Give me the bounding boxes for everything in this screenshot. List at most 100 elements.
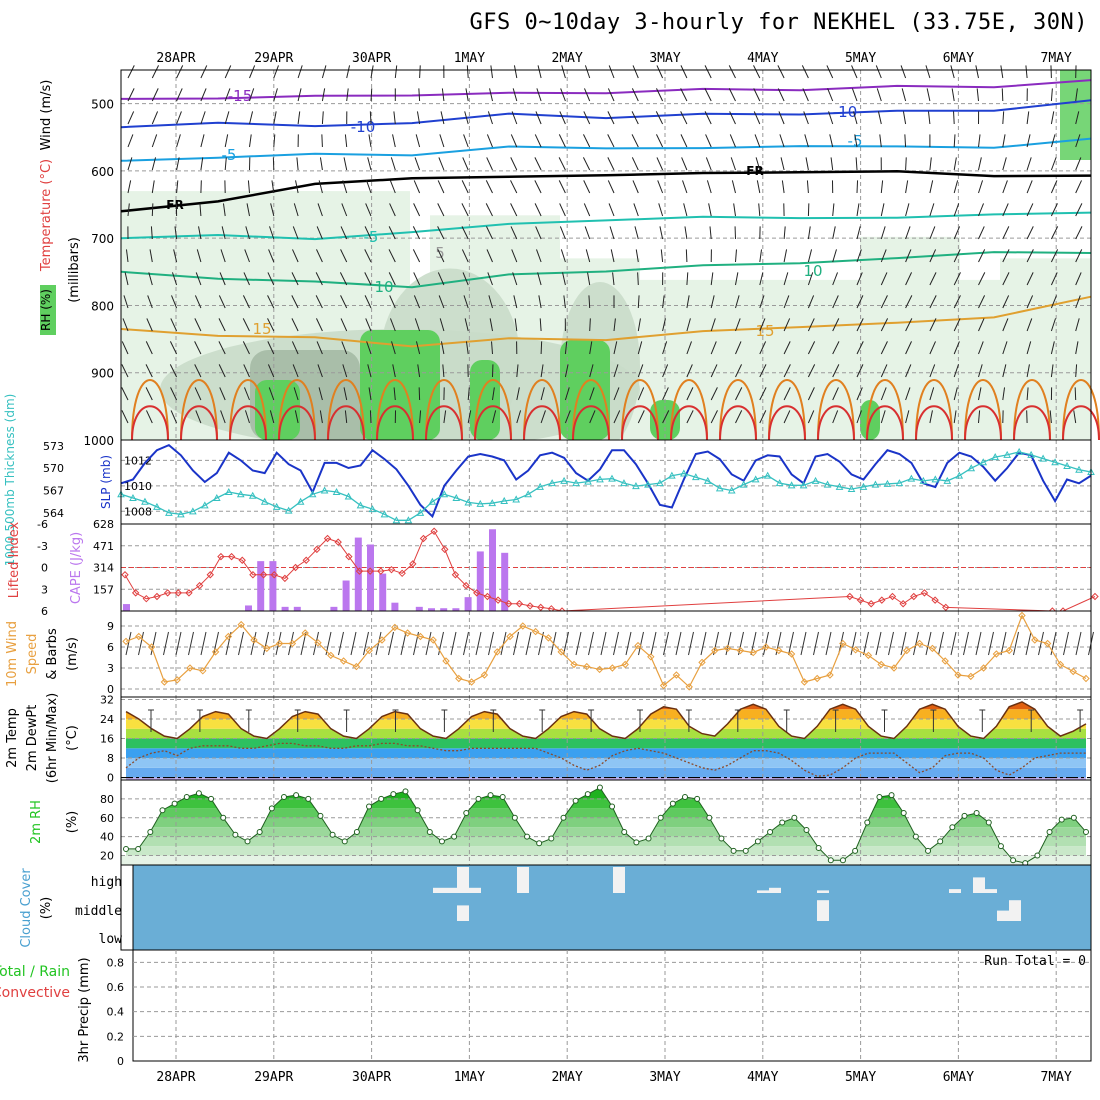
wind10-barb bbox=[663, 631, 669, 656]
wind-barb bbox=[273, 65, 279, 79]
wind-barb bbox=[1026, 249, 1034, 263]
cloud-cell bbox=[517, 867, 529, 893]
wind10-barb bbox=[950, 631, 957, 656]
wind-barb bbox=[174, 226, 178, 240]
wind-barb bbox=[391, 341, 396, 355]
rh-shade-light bbox=[1000, 258, 1091, 440]
lifted-index-point bbox=[249, 571, 257, 579]
wind-barb bbox=[369, 410, 372, 424]
wind-barb bbox=[880, 387, 887, 401]
wind-barb bbox=[369, 111, 372, 125]
wind-barb bbox=[489, 88, 493, 102]
wind-barb bbox=[662, 341, 668, 355]
surface-isotherm-loop bbox=[866, 379, 904, 441]
rh2m-point bbox=[414, 807, 421, 814]
wind10-point bbox=[698, 658, 706, 667]
rh2m-point bbox=[584, 791, 591, 798]
wind-barb bbox=[1050, 111, 1055, 125]
wind-barb bbox=[368, 387, 372, 401]
wind-barb bbox=[292, 364, 299, 378]
wind-barb bbox=[856, 387, 863, 401]
wind-barb bbox=[953, 157, 957, 171]
lifted-index-point bbox=[174, 589, 183, 597]
wind10-point bbox=[301, 629, 309, 637]
lifted-index-point bbox=[302, 556, 310, 564]
isotherm-label: FR bbox=[746, 164, 763, 178]
wind-barb bbox=[511, 111, 518, 125]
lifted-index-point bbox=[878, 596, 886, 604]
date-label-bottom: 29APR bbox=[254, 1070, 293, 1085]
rh2m-band bbox=[126, 827, 1086, 837]
thickness-point bbox=[332, 487, 341, 496]
cloud-cell bbox=[817, 900, 829, 921]
rh2m-ylabel-1: 2m RH bbox=[29, 800, 44, 844]
wind-barb bbox=[902, 111, 907, 125]
thickness-point bbox=[1063, 461, 1071, 470]
wind-barb bbox=[978, 272, 986, 286]
wind-barb bbox=[412, 226, 421, 240]
wind-barb bbox=[268, 387, 275, 401]
wind10-point bbox=[416, 632, 425, 641]
temp-minmax-whisker bbox=[637, 709, 643, 732]
wind-barb bbox=[127, 180, 132, 194]
wind-barb bbox=[682, 180, 688, 194]
surface-isotherm-loop bbox=[768, 379, 806, 441]
wind-barb bbox=[735, 272, 739, 286]
wind10-point bbox=[391, 623, 399, 632]
wind-barb bbox=[684, 226, 688, 240]
wind-barb bbox=[438, 295, 445, 309]
rh2m-point bbox=[487, 792, 494, 799]
surface-isotherm-loop bbox=[425, 405, 463, 441]
wind-barb bbox=[127, 111, 135, 125]
wind10-point bbox=[211, 648, 220, 656]
wind-barb bbox=[485, 180, 493, 194]
surface-isotherm-loop bbox=[425, 379, 463, 441]
rh2m-point bbox=[183, 794, 190, 800]
surface-isotherm-loop bbox=[474, 405, 512, 441]
surface-isotherm-loop bbox=[523, 379, 561, 441]
wind-barb bbox=[856, 249, 862, 263]
wind-barb bbox=[151, 134, 158, 148]
wind10-point bbox=[685, 683, 693, 691]
lifted-index-point bbox=[195, 581, 204, 590]
wind-barb bbox=[1075, 318, 1080, 332]
wind-barb bbox=[147, 295, 153, 309]
wind10-point bbox=[826, 671, 834, 679]
wind-barb bbox=[389, 203, 396, 217]
wind10-barb bbox=[638, 631, 644, 656]
wind-barb bbox=[925, 65, 931, 79]
surface-isotherm-loop bbox=[1013, 405, 1051, 441]
wind-barb bbox=[610, 249, 615, 263]
wind-barb bbox=[247, 180, 250, 194]
wind-barb bbox=[953, 111, 955, 125]
wind10-barb bbox=[875, 631, 882, 656]
wind-barb bbox=[169, 364, 178, 378]
wind-barb bbox=[149, 249, 153, 263]
thickness-point bbox=[308, 490, 317, 498]
wind10-point bbox=[941, 657, 949, 665]
rh2m-point bbox=[876, 794, 883, 800]
wind-barb bbox=[880, 341, 888, 355]
temp-minmax-whisker bbox=[685, 709, 692, 732]
temp-ylabel-3: (6hr Min/Max) bbox=[45, 693, 60, 783]
wind-barb bbox=[607, 134, 615, 148]
wind-barb bbox=[342, 180, 348, 194]
wind-barb bbox=[1050, 226, 1059, 240]
temp-minmax-whisker bbox=[881, 709, 888, 732]
wind-barb bbox=[364, 272, 372, 286]
wind-barb bbox=[631, 134, 639, 148]
thickness-point bbox=[200, 501, 209, 509]
wind10-point bbox=[813, 674, 821, 683]
cape-bar bbox=[354, 537, 362, 611]
wind-barb bbox=[681, 157, 688, 171]
wind-barb bbox=[783, 410, 791, 424]
cape-bar bbox=[367, 544, 374, 611]
temp-minmax-whisker bbox=[441, 709, 448, 732]
wind-barb bbox=[176, 134, 181, 148]
wind10-barb bbox=[975, 631, 982, 656]
wind-barb bbox=[537, 272, 542, 286]
temp-tick-label: 0 bbox=[107, 772, 114, 785]
wind-barb bbox=[291, 272, 299, 286]
wind10-point bbox=[275, 639, 284, 648]
wind-barb bbox=[905, 364, 912, 378]
